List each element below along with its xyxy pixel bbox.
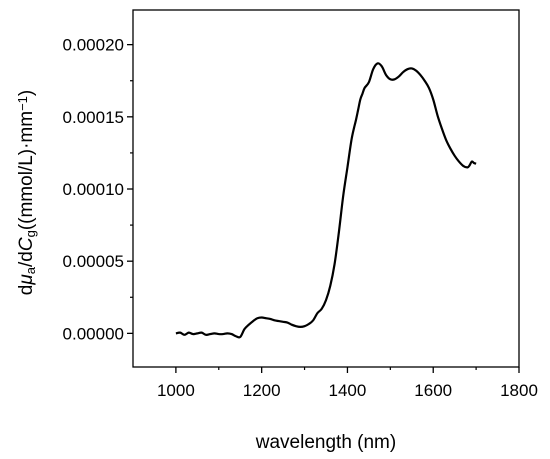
y-axis-title-part: /d: [16, 251, 37, 267]
y-tick-label: 0.00000: [63, 324, 124, 343]
series-line: [175, 62, 477, 339]
y-axis-title-part: g: [23, 230, 38, 237]
x-tick-label: 1800: [500, 381, 538, 400]
y-axis-title-part: μ: [16, 274, 37, 286]
y-tick-label: 0.00005: [63, 252, 124, 271]
plot-frame: [132, 9, 520, 368]
x-axis-title: wavelength (nm): [255, 432, 396, 453]
y-tick-label: 0.00020: [63, 36, 124, 55]
y-axis-title-part: a: [23, 266, 38, 274]
series-layer: [175, 62, 477, 339]
x-tick-label: 1000: [157, 381, 195, 400]
y-axis-title-part: −1: [15, 96, 30, 111]
y-axis-title-part: ((mmol/L)·mm: [16, 111, 37, 230]
axes: [132, 9, 520, 368]
y-tick-label: 0.00010: [63, 180, 124, 199]
x-tick-label: 1600: [414, 381, 452, 400]
y-axis-title-part: C: [16, 237, 37, 251]
y-tick-label: 0.00015: [63, 108, 124, 127]
y-axis-title: dμa/dCg((mmol/L)·mm−1): [15, 90, 38, 295]
ticks: 1000 1200 1400 1600 1800 0.00000 0.00005 0.0001…: [63, 36, 538, 400]
y-axis-title-part: ): [16, 90, 37, 96]
x-tick-label: 1200: [243, 381, 281, 400]
x-tick-label: 1400: [329, 381, 367, 400]
y-axis-title-part: d: [16, 285, 37, 296]
